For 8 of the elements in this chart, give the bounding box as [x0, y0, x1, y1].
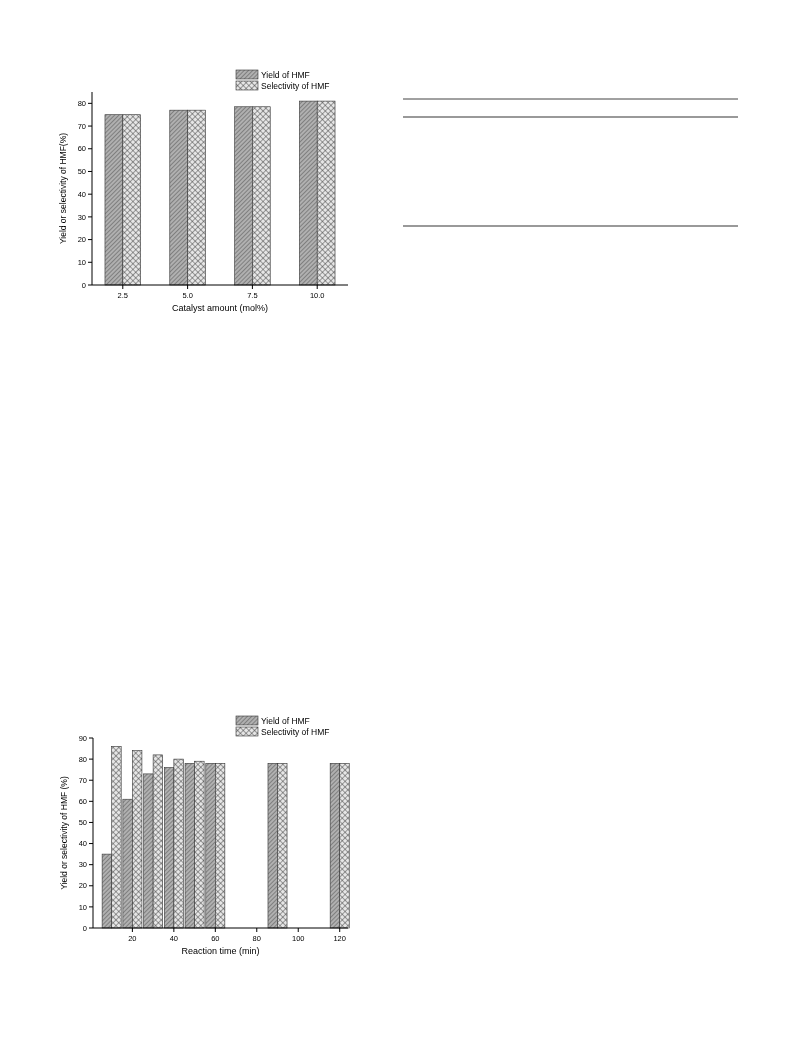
legend-label: Selectivity of HMF [261, 726, 330, 737]
legend-label: Selectivity of HMF [261, 80, 330, 91]
x-axis-title: Catalyst amount (mol%) [171, 303, 269, 313]
legend-label: Yield of HMF [261, 715, 310, 726]
y-axis-title: Yield or selectivity of HMF(%) [58, 132, 68, 245]
y-axis-title: Yield or selectivity of HMF (%) [59, 776, 69, 890]
x-axis-title: Reaction time (min) [181, 946, 260, 956]
legend-label: Yield of HMF [261, 69, 310, 80]
